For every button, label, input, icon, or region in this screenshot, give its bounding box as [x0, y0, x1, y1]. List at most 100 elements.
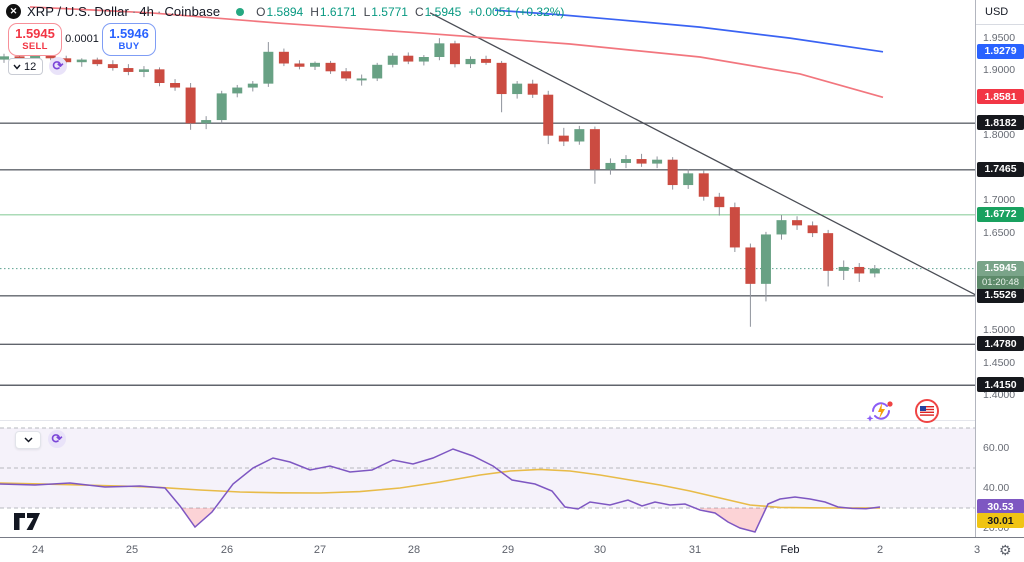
candle-down: [107, 64, 118, 69]
candle-down: [154, 69, 165, 83]
price-level-badge: 1.8182: [977, 115, 1024, 131]
candle-down: [729, 207, 740, 248]
candle-down: [558, 135, 569, 142]
rsi-oversold-fill: [181, 508, 216, 527]
candle-down: [667, 159, 678, 186]
candle-down: [294, 63, 305, 67]
candles-left-chip[interactable]: 12: [8, 58, 44, 75]
price-tick-label: 1.4500: [983, 356, 1016, 369]
exchange-label[interactable]: Coinbase: [164, 4, 221, 19]
buy-label: BUY: [118, 40, 140, 52]
current-price-value: 1.5945: [977, 260, 1024, 276]
time-tick-label: 24: [31, 544, 45, 556]
symbol-logo-icon[interactable]: ✕: [6, 4, 21, 19]
title-separator-2: ·: [157, 4, 162, 19]
rsi-value-badge: 30.01: [977, 513, 1024, 528]
refresh-icon[interactable]: ⟳: [49, 57, 67, 75]
price-tick-label: 1.7000: [983, 194, 1016, 206]
lightning-bolt-icon: [878, 403, 885, 419]
candle-up: [232, 87, 243, 94]
price-axis[interactable]: USD 1.5945 01:20:48 1.9500 1.9000 1.8000 1.…: [975, 0, 1024, 537]
ohlc-close: C1.5945: [414, 4, 462, 19]
candle-up: [310, 62, 320, 67]
ohlc-low: L1.5771: [363, 4, 408, 19]
candle-up: [683, 173, 694, 186]
ai-trade-icon[interactable]: [866, 398, 894, 424]
interval-label[interactable]: 4h: [139, 4, 154, 19]
symbol-header: ✕ XRP / U.S. Dollar · 4h · Coinbase O1.5894 …: [6, 4, 564, 19]
candle-down: [792, 220, 803, 226]
candle-down: [714, 196, 725, 208]
candle-up: [838, 266, 849, 271]
sell-button[interactable]: 1.5945 SELL: [8, 23, 62, 56]
ma-red-line[interactable]: [29, 6, 884, 99]
candle-up: [605, 162, 616, 170]
symbol-title[interactable]: XRP / U.S. Dollar · 4h · Coinbase: [27, 4, 220, 19]
rsi-oversold-fill: [698, 508, 766, 532]
time-tick-label: Feb: [780, 544, 800, 556]
time-tick-label: 27: [313, 544, 327, 556]
candle-up: [387, 55, 398, 65]
buy-price: 1.5946: [109, 26, 149, 41]
price-level-badge: 1.8581: [977, 89, 1024, 105]
price-level-badge: 1.5526: [977, 287, 1024, 303]
rsi-collapse-button[interactable]: [15, 431, 41, 449]
symbol-name[interactable]: XRP / U.S. Dollar: [27, 4, 129, 19]
candle-up: [574, 129, 585, 142]
candles-left-value: 12: [24, 60, 37, 73]
candle-down: [481, 58, 492, 63]
candle-up: [869, 268, 880, 274]
candle-up: [652, 159, 663, 164]
price-axis-currency[interactable]: USD: [976, 0, 1024, 25]
rsi-line[interactable]: [0, 448, 881, 533]
candle-down: [807, 225, 818, 234]
candle-down: [325, 62, 336, 72]
ohlc-open: O1.5894: [256, 4, 304, 19]
time-axis[interactable]: ⚙ 24 25 26 27 28 29 30 31 Feb 2 3: [0, 537, 1024, 562]
tradingview-logo-icon[interactable]: [13, 512, 43, 531]
bar-countdown: 01:20:48: [977, 275, 1024, 289]
candle-down: [185, 87, 196, 124]
candle-down: [745, 247, 756, 284]
rsi-tick-label: 60.00: [983, 442, 1010, 454]
candle-down: [698, 173, 709, 197]
rsi-value-badge: 30.53: [977, 499, 1024, 514]
candle-down: [341, 71, 352, 79]
candle-up: [263, 51, 274, 84]
ohlc-readout: O1.5894 H1.6171 L1.5771 C1.5945 +0.0051 …: [256, 5, 564, 19]
time-tick-label: 3: [973, 544, 981, 556]
price-level-badge: 1.9279: [977, 43, 1024, 59]
descending-trendline[interactable]: [429, 12, 975, 296]
gear-icon[interactable]: ⚙: [999, 542, 1012, 558]
time-tick-label: 31: [688, 544, 702, 556]
candle-down: [170, 83, 181, 88]
current-price-badge: 1.5945 01:20:48: [977, 260, 1024, 289]
candle-down: [636, 159, 647, 164]
notification-dot: [887, 401, 893, 407]
rsi-refresh-icon[interactable]: ⟳: [48, 430, 66, 448]
candle-up: [138, 69, 149, 72]
pane-separator[interactable]: [0, 420, 975, 421]
time-tick-label: 25: [125, 544, 139, 556]
ma-blue-line[interactable]: [494, 9, 884, 53]
candle-down: [823, 233, 834, 271]
buy-button[interactable]: 1.5946 BUY: [102, 23, 156, 56]
market-status-dot-icon[interactable]: [236, 7, 245, 16]
time-tick-label: 26: [220, 544, 234, 556]
rsi-pane-svg[interactable]: [0, 421, 975, 537]
candle-up: [434, 43, 445, 57]
candle-down: [92, 59, 103, 65]
sell-price: 1.5945: [15, 26, 55, 41]
price-pane-svg[interactable]: [0, 0, 975, 421]
candle-down: [403, 55, 414, 62]
sell-label: SELL: [22, 40, 48, 52]
candle-down: [589, 129, 600, 170]
rsi-ma-line[interactable]: [0, 468, 881, 509]
candle-up: [76, 59, 87, 63]
price-tick-label: 1.8000: [983, 129, 1016, 141]
candle-up: [465, 58, 476, 65]
rsi-tick-label: 40.00: [983, 482, 1010, 494]
us-flag-icon[interactable]: [915, 399, 939, 423]
price-tick-label: 1.5000: [983, 324, 1016, 336]
